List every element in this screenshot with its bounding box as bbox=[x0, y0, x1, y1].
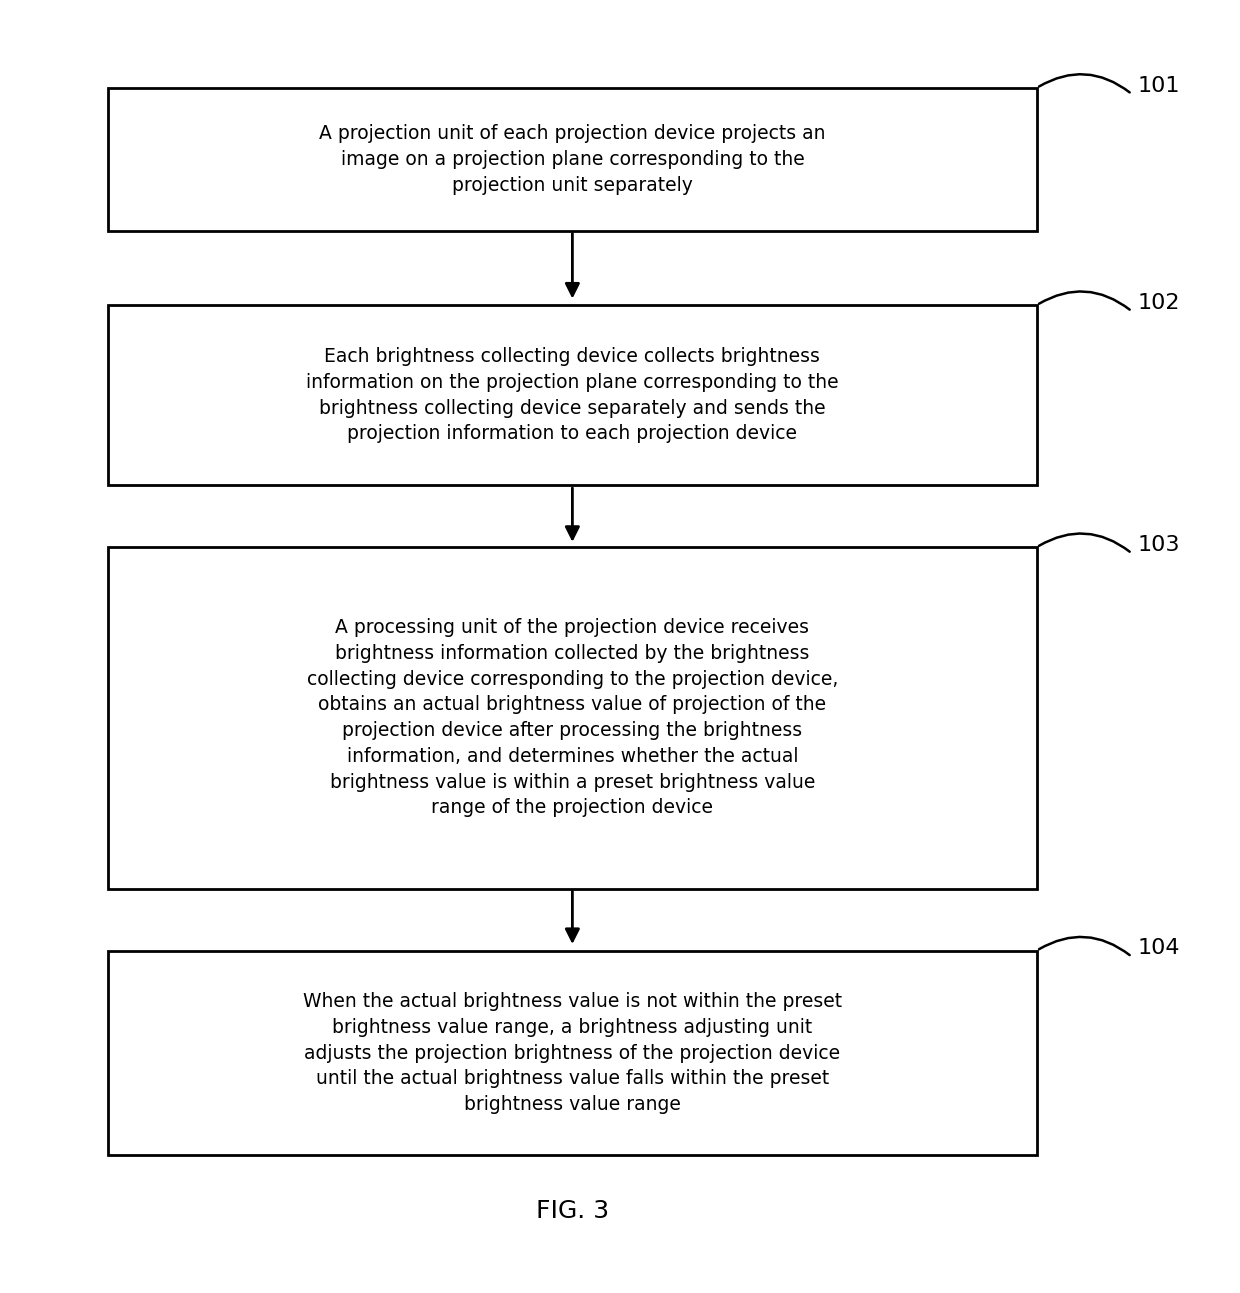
FancyBboxPatch shape bbox=[108, 547, 1037, 888]
Text: FIG. 3: FIG. 3 bbox=[536, 1200, 609, 1223]
Text: 101: 101 bbox=[1138, 75, 1180, 96]
FancyBboxPatch shape bbox=[108, 88, 1037, 230]
Text: A processing unit of the projection device receives
brightness information colle: A processing unit of the projection devi… bbox=[306, 618, 838, 817]
FancyBboxPatch shape bbox=[108, 950, 1037, 1156]
FancyBboxPatch shape bbox=[108, 305, 1037, 485]
Text: A projection unit of each projection device projects an
image on a projection pl: A projection unit of each projection dev… bbox=[319, 124, 826, 194]
Text: 103: 103 bbox=[1138, 535, 1180, 555]
Text: 102: 102 bbox=[1138, 292, 1180, 313]
Text: 104: 104 bbox=[1138, 939, 1180, 958]
Text: When the actual brightness value is not within the preset
brightness value range: When the actual brightness value is not … bbox=[303, 992, 842, 1115]
Text: Each brightness collecting device collects brightness
information on the project: Each brightness collecting device collec… bbox=[306, 347, 838, 443]
